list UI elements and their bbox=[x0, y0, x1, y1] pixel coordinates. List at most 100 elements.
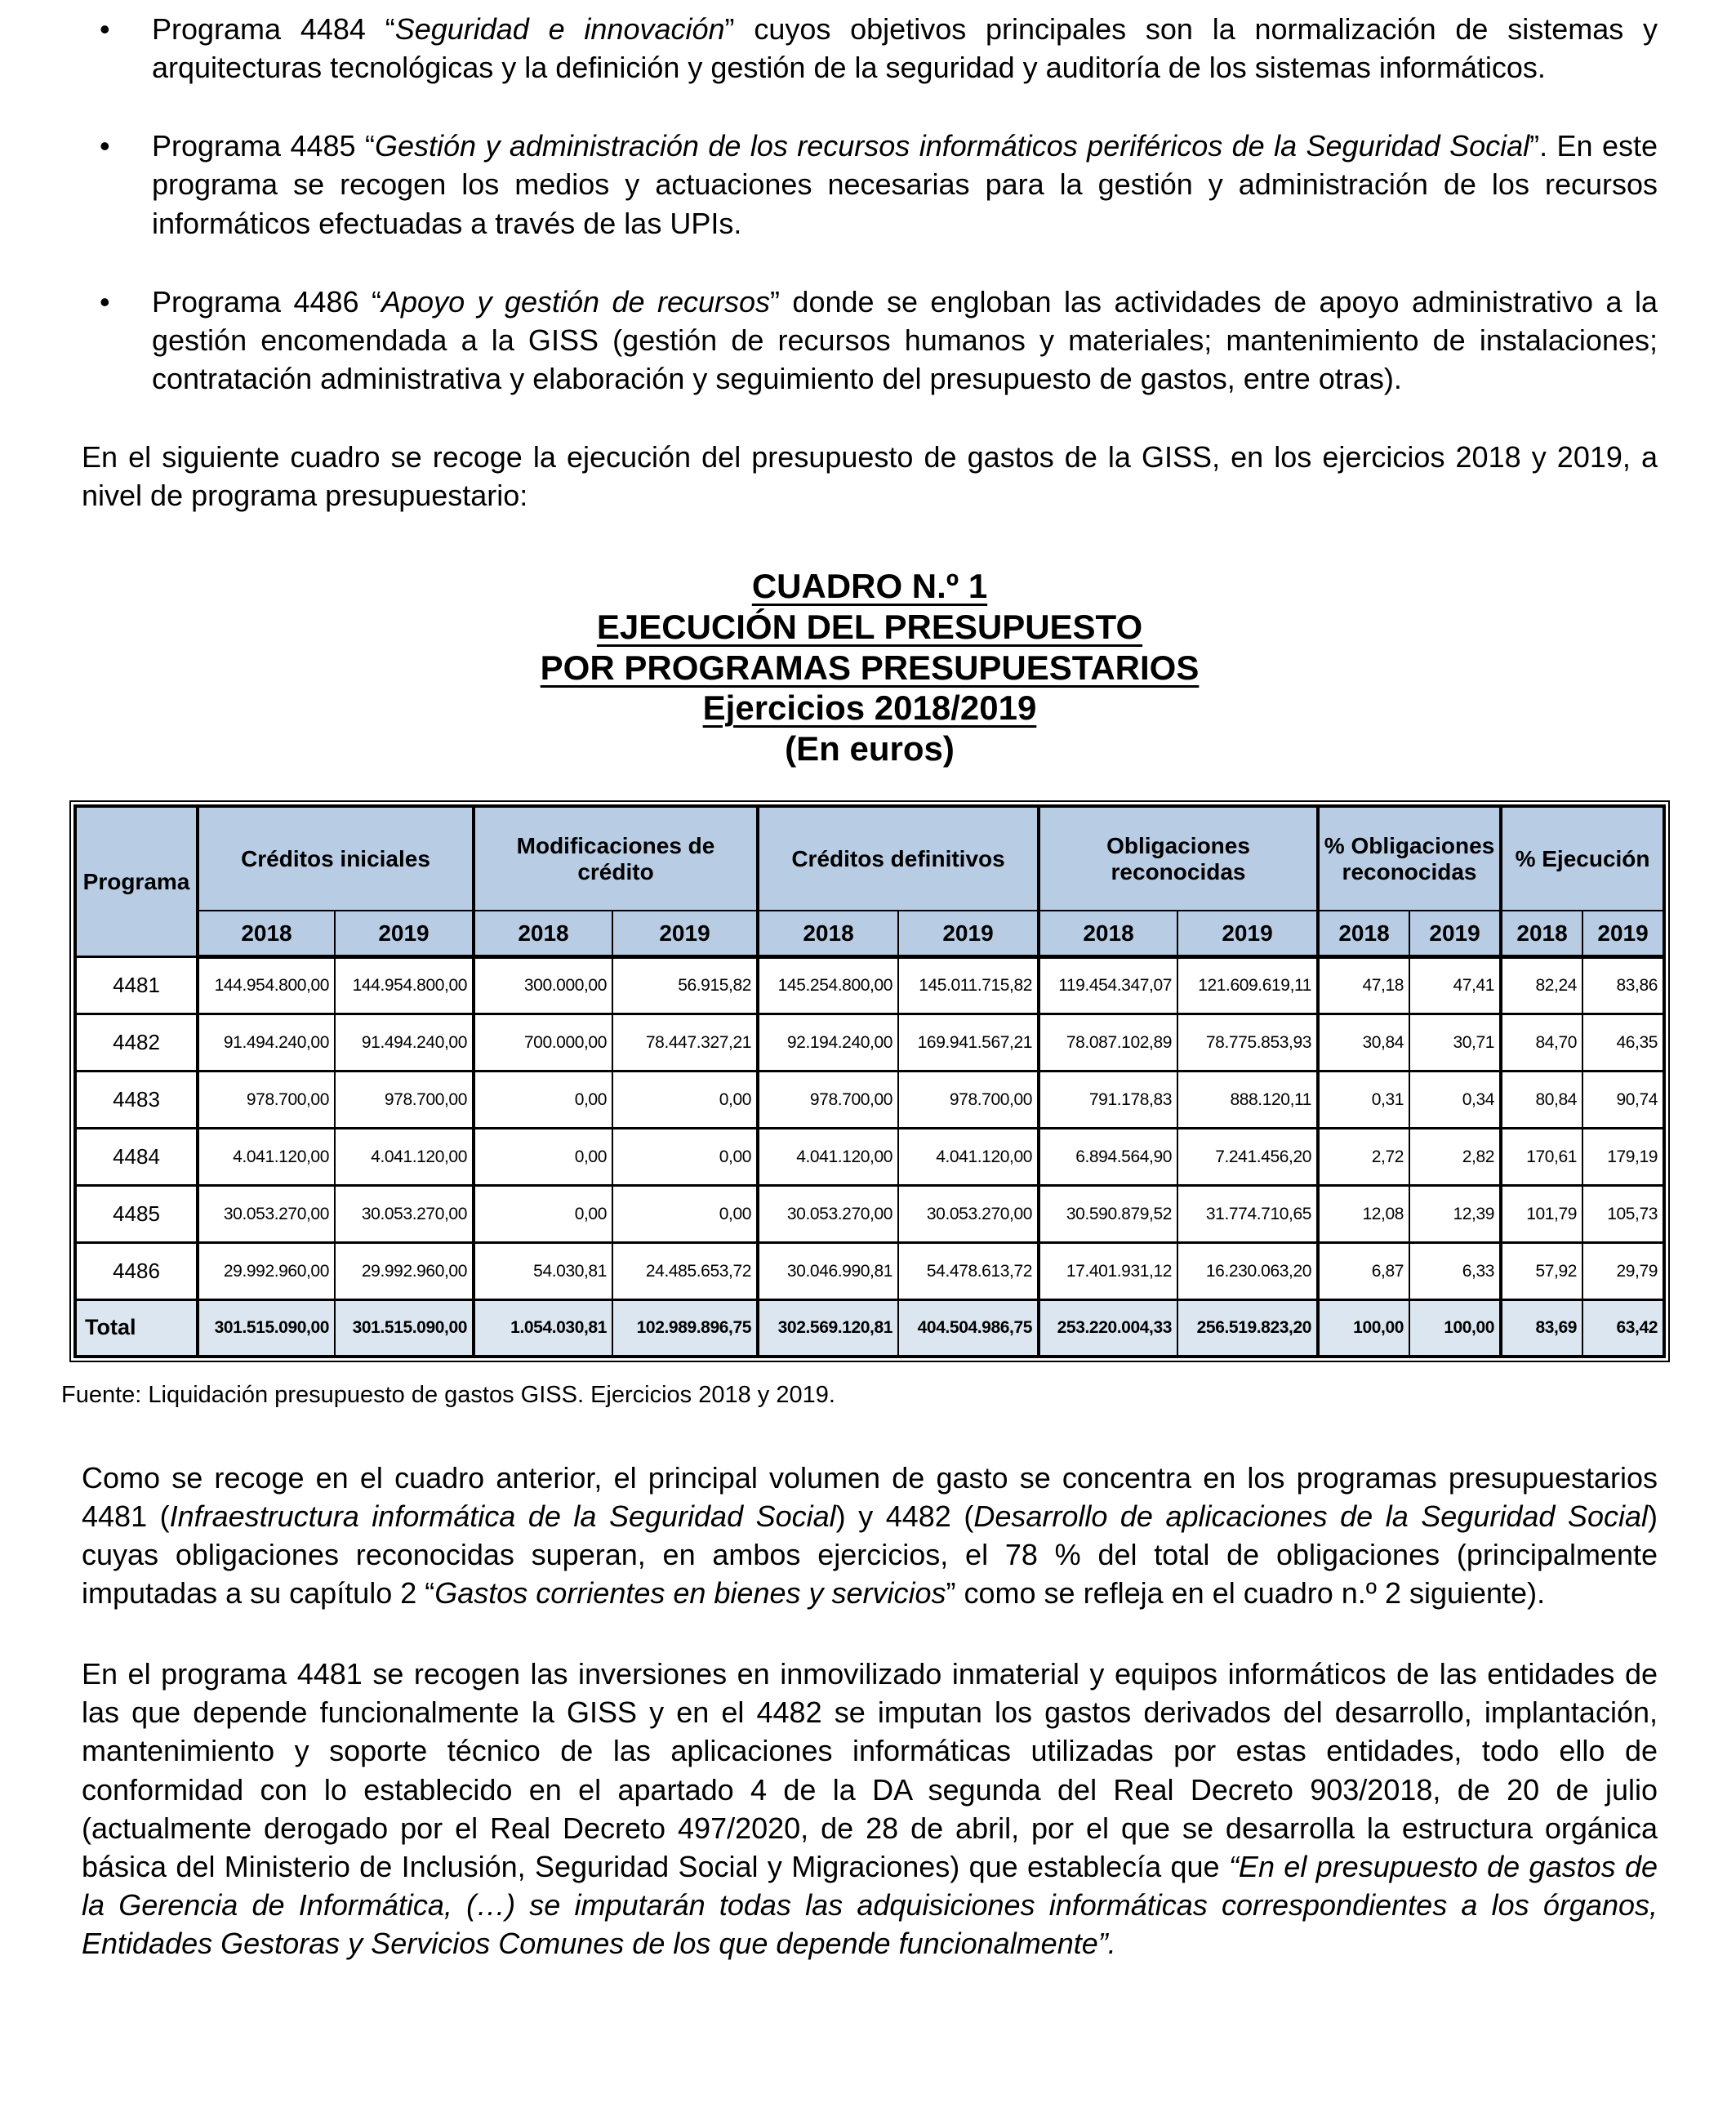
value-cell: 12,39 bbox=[1409, 1183, 1502, 1244]
value-cell: 91.494.240,00 bbox=[196, 1012, 336, 1072]
value-cell: 300.000,00 bbox=[472, 955, 613, 1015]
paragraph-segment: ” como se refleja en el cuadro n.º 2 sig… bbox=[946, 1576, 1546, 1611]
value-cell: 2,72 bbox=[1316, 1126, 1411, 1187]
table-source-note: Fuente: Liquidación presupuesto de gasto… bbox=[61, 1381, 835, 1408]
program-cell: 4482 bbox=[74, 1012, 198, 1072]
value-cell: 29.992.960,00 bbox=[334, 1241, 474, 1301]
heading-units: (En euros) bbox=[785, 729, 955, 769]
paragraph-segment: En el programa 4481 se recogen las inver… bbox=[82, 1657, 1658, 1883]
table-row: 4483 978.700,00 978.700,00 0,00 0,00 978.700,… bbox=[74, 1069, 1666, 1129]
table-row: 4486 29.992.960,00 29.992.960,00 54.030,81 2… bbox=[74, 1241, 1666, 1301]
value-cell: 82,24 bbox=[1499, 955, 1584, 1015]
value-cell: 12,08 bbox=[1316, 1183, 1411, 1244]
value-cell: 29,79 bbox=[1582, 1241, 1666, 1301]
paragraph-segment: ) y 4482 ( bbox=[835, 1499, 974, 1533]
bullet-item-programa-4484: • Programa 4484 “Seguridad e innovación” … bbox=[82, 10, 1658, 87]
paragraph-segment-italic: Desarrollo de aplicaciones de la Segurid… bbox=[973, 1499, 1648, 1533]
year-header-2019: 2019 bbox=[1409, 910, 1502, 959]
value-cell: 301.515.090,00 bbox=[196, 1298, 336, 1358]
value-cell: 145.011.715,82 bbox=[897, 955, 1040, 1015]
value-cell: 700.000,00 bbox=[472, 1012, 613, 1072]
value-cell: 145.254.800,00 bbox=[756, 955, 900, 1015]
column-header-programa: Programa bbox=[74, 805, 198, 958]
value-cell: 100,00 bbox=[1409, 1298, 1502, 1358]
value-cell: 144.954.800,00 bbox=[196, 955, 336, 1015]
value-cell: 0,31 bbox=[1316, 1069, 1411, 1129]
bullet-text-segment: ”. En este programa se recogen los medio… bbox=[152, 129, 1658, 240]
program-cell: Total bbox=[74, 1298, 198, 1358]
year-header-2018: 2018 bbox=[196, 910, 336, 959]
value-cell: 978.700,00 bbox=[334, 1069, 474, 1129]
value-cell: 101,79 bbox=[1499, 1183, 1584, 1244]
bullet-text-segment-italic: Apoyo y gestión de recursos bbox=[381, 284, 770, 319]
budget-table-wrapper: Programa Créditos iniciales Modificacion… bbox=[69, 800, 1671, 1363]
value-cell: 54.030,81 bbox=[472, 1241, 613, 1301]
paragraph-segment-italic: Infraestructura informática de la Seguri… bbox=[169, 1499, 836, 1533]
value-cell: 978.700,00 bbox=[897, 1069, 1040, 1129]
value-cell: 30,84 bbox=[1316, 1012, 1411, 1072]
value-cell: 119.454.347,07 bbox=[1037, 955, 1179, 1015]
group-header-creditos-iniciales: Créditos iniciales bbox=[196, 805, 474, 912]
value-cell: 54.478.613,72 bbox=[897, 1241, 1040, 1301]
value-cell: 301.515.090,00 bbox=[334, 1298, 474, 1358]
table-group-header-row: Programa Créditos iniciales Modificacion… bbox=[74, 805, 1666, 958]
bullet-icon: • bbox=[100, 129, 110, 163]
bullet-text-segment: ” cuyos objetivos principales son la nor… bbox=[152, 12, 1658, 85]
value-cell: 56.915,82 bbox=[611, 955, 759, 1015]
value-cell: 0,00 bbox=[611, 1183, 759, 1244]
value-cell: 30.053.270,00 bbox=[196, 1183, 336, 1244]
value-cell: 30.046.990,81 bbox=[756, 1241, 900, 1301]
year-header-2018: 2018 bbox=[1499, 910, 1584, 959]
value-cell: 29.992.960,00 bbox=[196, 1241, 336, 1301]
table-year-header-row: 2018 2019 2018 2019 2018 2019 2018 2019 2018… bbox=[75, 910, 1666, 959]
value-cell: 144.954.800,00 bbox=[334, 955, 474, 1015]
value-cell: 978.700,00 bbox=[196, 1069, 336, 1129]
value-cell: 63,42 bbox=[1582, 1298, 1666, 1358]
value-cell: 84,70 bbox=[1499, 1012, 1584, 1072]
value-cell: 30.053.270,00 bbox=[897, 1183, 1040, 1244]
value-cell: 0,00 bbox=[472, 1069, 613, 1129]
budget-execution-table: Programa Créditos iniciales Modificacion… bbox=[73, 804, 1667, 1359]
value-cell: 6,33 bbox=[1409, 1241, 1502, 1301]
value-cell: 100,00 bbox=[1316, 1298, 1411, 1358]
value-cell: 92.194.240,00 bbox=[756, 1012, 900, 1072]
value-cell: 47,18 bbox=[1316, 955, 1411, 1015]
table-body: 4481 144.954.800,00 144.954.800,00 300.000,… bbox=[74, 955, 1666, 1358]
value-cell: 121.609.619,11 bbox=[1177, 955, 1320, 1015]
value-cell: 80,84 bbox=[1499, 1069, 1584, 1129]
value-cell: 17.401.931,12 bbox=[1037, 1241, 1179, 1301]
value-cell: 46,35 bbox=[1582, 1012, 1666, 1072]
value-cell: 4.041.120,00 bbox=[196, 1126, 336, 1187]
table-total-row: Total 301.515.090,00 301.515.090,00 1.054.0… bbox=[74, 1298, 1666, 1358]
value-cell: 888.120,11 bbox=[1177, 1069, 1320, 1129]
value-cell: 31.774.710,65 bbox=[1177, 1183, 1320, 1244]
value-cell: 105,73 bbox=[1582, 1183, 1666, 1244]
year-header-2019: 2019 bbox=[1177, 910, 1320, 959]
paragraph-segment-italic: Gastos corrientes en bienes y servicios bbox=[434, 1576, 946, 1611]
bullet-text-segment: Programa 4485 “ bbox=[152, 129, 375, 163]
value-cell: 78.447.327,21 bbox=[611, 1012, 759, 1072]
bullet-text-segment: ” donde se engloban las actividades de a… bbox=[152, 284, 1658, 396]
group-header-obligaciones-reconocidas: Obligaciones reconocidas bbox=[1037, 805, 1320, 912]
value-cell: 91.494.240,00 bbox=[334, 1012, 474, 1072]
year-header-2019: 2019 bbox=[1582, 910, 1666, 959]
paragraph-segment-italic: “En el presupuesto de gastos de la Geren… bbox=[82, 1849, 1658, 1961]
program-cell: 4485 bbox=[74, 1183, 198, 1244]
program-cell: 4486 bbox=[74, 1241, 198, 1301]
value-cell: 6.894.564,90 bbox=[1037, 1126, 1179, 1187]
value-cell: 30.053.270,00 bbox=[334, 1183, 474, 1244]
table-header: Programa Créditos iniciales Modificacion… bbox=[74, 805, 1666, 959]
bullet-text-segment: Programa 4486 “ bbox=[152, 284, 382, 319]
value-cell: 30.590.879,52 bbox=[1037, 1183, 1179, 1244]
value-cell: 6,87 bbox=[1316, 1241, 1411, 1301]
value-cell: 791.178,83 bbox=[1037, 1069, 1179, 1129]
paragraph-cuadro-anterior: Como se recoge en el cuadro anterior, el… bbox=[82, 1459, 1658, 1613]
group-header-pct-obligaciones: % Obligaciones reconocidas bbox=[1316, 805, 1502, 912]
program-cell: 4483 bbox=[74, 1069, 198, 1129]
value-cell: 16.230.063,20 bbox=[1177, 1241, 1320, 1301]
value-cell: 256.519.823,20 bbox=[1177, 1298, 1320, 1358]
table-heading-block: CUADRO N.º 1 EJECUCIÓN DEL PRESUPUESTO P… bbox=[82, 566, 1658, 770]
value-cell: 0,00 bbox=[611, 1069, 759, 1129]
value-cell: 0,00 bbox=[472, 1126, 613, 1187]
value-cell: 179,19 bbox=[1582, 1126, 1666, 1187]
